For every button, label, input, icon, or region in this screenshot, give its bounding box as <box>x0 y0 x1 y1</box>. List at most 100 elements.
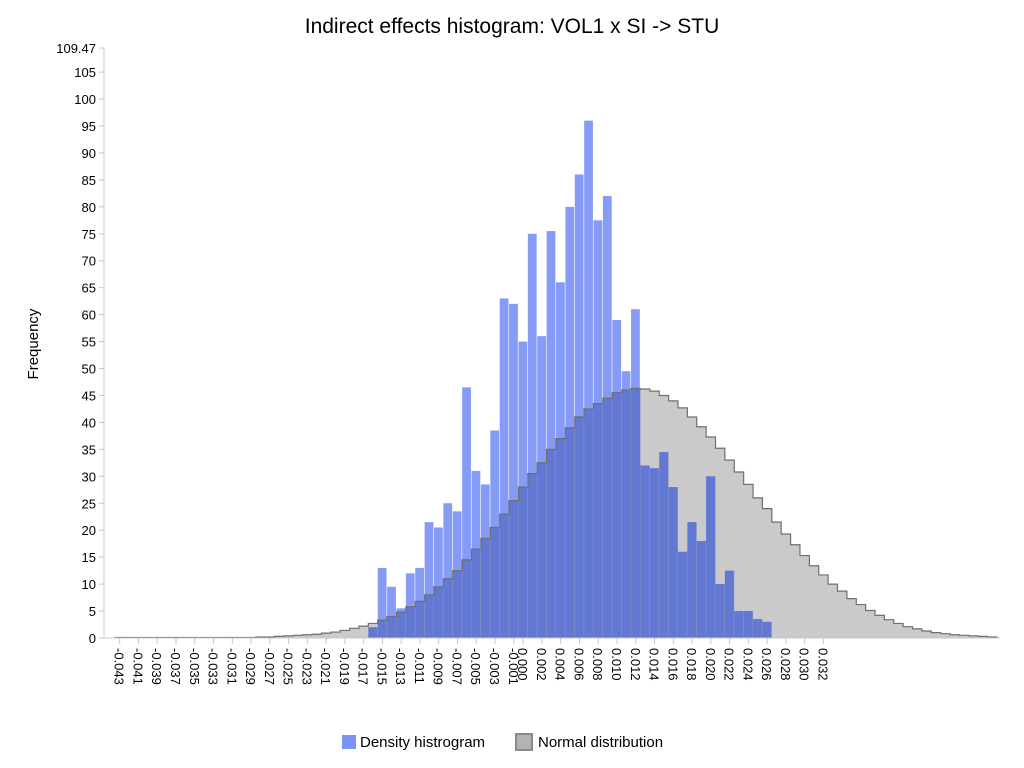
x-tick-label: -0.017 <box>356 648 371 685</box>
x-tick-label: 0.030 <box>797 648 812 681</box>
density-bar[interactable] <box>584 120 593 639</box>
density-bar[interactable] <box>527 233 537 638</box>
x-tick-label: 0.012 <box>628 648 643 681</box>
x-tick-label: 0.006 <box>571 648 586 681</box>
overlap-bar <box>415 601 425 638</box>
density-bar[interactable] <box>387 586 396 638</box>
x-tick-label: 0.026 <box>759 648 774 681</box>
x-tick-label: -0.027 <box>262 648 277 685</box>
overlap-bar <box>706 476 716 638</box>
x-tick-label: -0.001 <box>506 648 521 685</box>
normal-bar <box>875 615 885 638</box>
x-tick-label: 0.014 <box>647 648 662 681</box>
x-tick-label: -0.019 <box>337 648 352 685</box>
normal-bar <box>921 630 932 638</box>
normal-bar <box>677 407 688 638</box>
x-axis: -0.043 -0.041 -0.039 -0.037 -0.035 -0.033 -0.0… <box>104 637 1000 685</box>
normal-bar <box>781 533 791 638</box>
y-tick-label: 25 <box>82 496 96 511</box>
overlap-bar <box>743 611 754 638</box>
density-bar[interactable] <box>546 231 556 638</box>
x-tick-label: 0.028 <box>778 648 793 681</box>
x-tick-label: -0.029 <box>243 648 258 685</box>
overlap-bar <box>621 390 632 638</box>
normal-bar <box>283 635 294 638</box>
overlap-bar <box>584 408 594 638</box>
x-tick-label: 0.008 <box>590 648 605 681</box>
overlap-bar <box>368 627 378 638</box>
normal-bar <box>837 591 847 638</box>
density-bar[interactable] <box>574 174 584 638</box>
overlap-bar <box>452 570 463 638</box>
normal-bar <box>696 426 707 638</box>
x-tick-label: 0.018 <box>684 648 699 681</box>
normal-bar <box>978 636 988 638</box>
normal-bar <box>950 634 960 638</box>
normal-bar <box>771 522 782 638</box>
overlap-bar <box>556 438 566 638</box>
y-tick-label: 20 <box>82 523 96 538</box>
normal-bar <box>743 484 754 638</box>
legend-label-normal[interactable]: Normal distribution <box>538 734 663 751</box>
overlap-bar <box>734 611 744 638</box>
x-tick-label: -0.007 <box>449 648 464 685</box>
y-tick-label: 65 <box>82 281 96 296</box>
x-tick-label: 0.020 <box>703 648 718 681</box>
overlap-bar <box>434 586 444 638</box>
y-tick-label: 60 <box>82 308 96 323</box>
normal-bar <box>968 635 979 638</box>
normal-bar <box>931 632 941 638</box>
normal-bar <box>734 472 744 638</box>
y-tick-label: 35 <box>82 442 96 457</box>
normal-bar <box>753 497 763 638</box>
y-axis-title: Frequency <box>25 308 42 379</box>
y-tick-label: 0 <box>89 631 96 646</box>
y-tick-label: 70 <box>82 254 96 269</box>
overlap-bar <box>462 559 472 638</box>
overlap-bar <box>509 500 519 638</box>
normal-bar <box>846 598 857 638</box>
normal-bar <box>312 634 322 638</box>
normal-bar <box>856 604 866 638</box>
overlap-bar <box>480 538 491 638</box>
density-bar[interactable] <box>377 567 387 638</box>
x-tick-label: 0.016 <box>665 648 680 681</box>
y-tick-label: 85 <box>82 173 96 188</box>
normal-bar <box>715 448 725 638</box>
legend-swatch-density <box>342 735 356 749</box>
density-bar[interactable] <box>424 522 434 638</box>
y-tick-label: 40 <box>82 415 96 430</box>
overlap-bar <box>443 578 453 638</box>
normal-bar <box>330 632 341 638</box>
normal-bar <box>818 574 829 638</box>
overlap-bar <box>612 392 622 638</box>
density-bar[interactable] <box>565 206 575 638</box>
normal-bar <box>959 635 969 638</box>
overlap-bar <box>696 540 707 638</box>
y-tick-label: 55 <box>82 335 96 350</box>
normal-bar <box>809 565 819 638</box>
legend: Density histrogram Normal distribution <box>342 733 663 751</box>
x-tick-label: 0.004 <box>553 648 568 681</box>
density-bar[interactable] <box>434 527 443 638</box>
y-tick-label: 95 <box>82 119 96 134</box>
normal-bar <box>790 544 800 638</box>
density-bar[interactable] <box>499 298 509 638</box>
y-tick-label: 30 <box>82 469 96 484</box>
overlap-bar <box>668 487 678 638</box>
overlap-bar <box>762 621 772 638</box>
x-tick-label: 0.022 <box>722 648 737 681</box>
density-bar[interactable] <box>405 573 415 638</box>
density-bar[interactable] <box>462 387 471 638</box>
overlap-bar <box>424 594 435 638</box>
normal-bar <box>302 634 313 638</box>
normal-bar <box>912 628 922 638</box>
x-tick-label: 0.002 <box>534 648 549 681</box>
overlap-bar <box>490 527 500 638</box>
y-tick-label: 15 <box>82 550 96 565</box>
legend-label-density[interactable]: Density histrogram <box>360 734 485 751</box>
normal-bar <box>828 584 838 638</box>
density-bar[interactable] <box>443 503 453 638</box>
density-bar[interactable] <box>509 303 518 638</box>
